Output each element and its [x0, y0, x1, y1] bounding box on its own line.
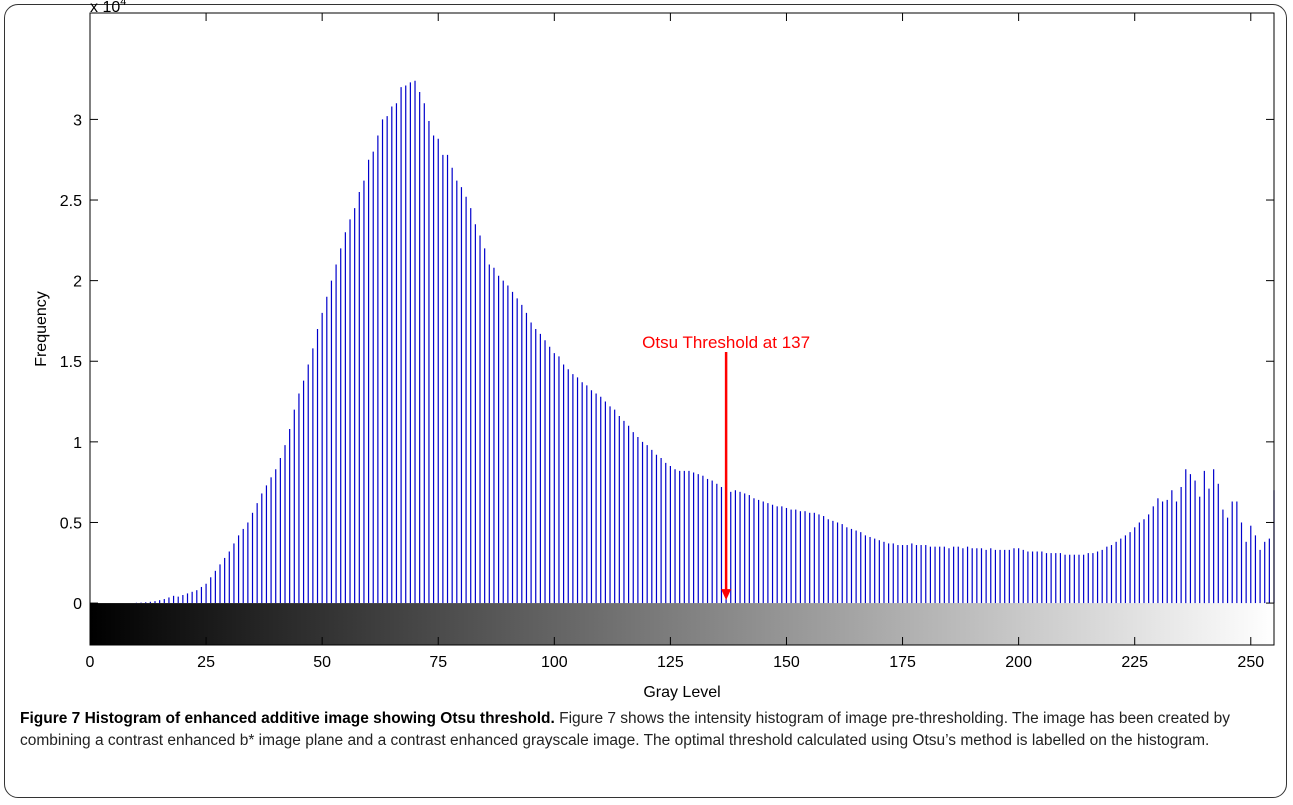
caption-title: Figure 7 Histogram of enhanced additive …	[20, 710, 555, 727]
annotation-arrowhead	[721, 589, 732, 601]
annotation-text: Otsu Threshold at 137	[642, 333, 810, 352]
x-axis-label: Gray Level	[643, 684, 720, 701]
x-tick-label: 50	[313, 654, 331, 671]
figure-frame	[4, 4, 1287, 798]
chart: x 104 Gray Level Frequency 0 0.5 1 1.5 2 2.5 3…	[33, 0, 1275, 701]
y-scale-base: x 10	[90, 0, 120, 16]
x-tick-label: 175	[889, 654, 916, 671]
y-tick-label: 1.5	[60, 354, 82, 371]
x-tick-label: 225	[1121, 654, 1148, 671]
y-tick-label: 0.5	[60, 515, 82, 532]
y-tick-label: 0	[73, 596, 82, 613]
y-tick-label: 1	[73, 435, 82, 452]
gray-strip	[90, 603, 1274, 645]
x-tick-label: 100	[541, 654, 568, 671]
x-tick-label: 125	[657, 654, 684, 671]
y-scale-label: x 104	[90, 0, 126, 16]
x-tick-label: 150	[773, 654, 800, 671]
y-tick-label: 2	[73, 274, 82, 291]
x-tick-label: 250	[1237, 654, 1264, 671]
caption: Figure 7 Histogram of enhanced additive …	[20, 708, 1260, 752]
x-tick-label: 200	[1005, 654, 1032, 671]
x-tick-label: 25	[197, 654, 215, 671]
x-tick-label: 0	[86, 654, 95, 671]
y-tick-label: 2.5	[60, 193, 82, 210]
caption-text: Figure 7 shows the intensity histogram o…	[20, 710, 1231, 749]
plot-box	[89, 12, 1275, 646]
x-tick-label: 75	[429, 654, 447, 671]
y-tick-label: 3	[73, 112, 82, 129]
y-scale-exponent: 4	[120, 0, 126, 8]
y-axis-label: Frequency	[33, 291, 50, 367]
